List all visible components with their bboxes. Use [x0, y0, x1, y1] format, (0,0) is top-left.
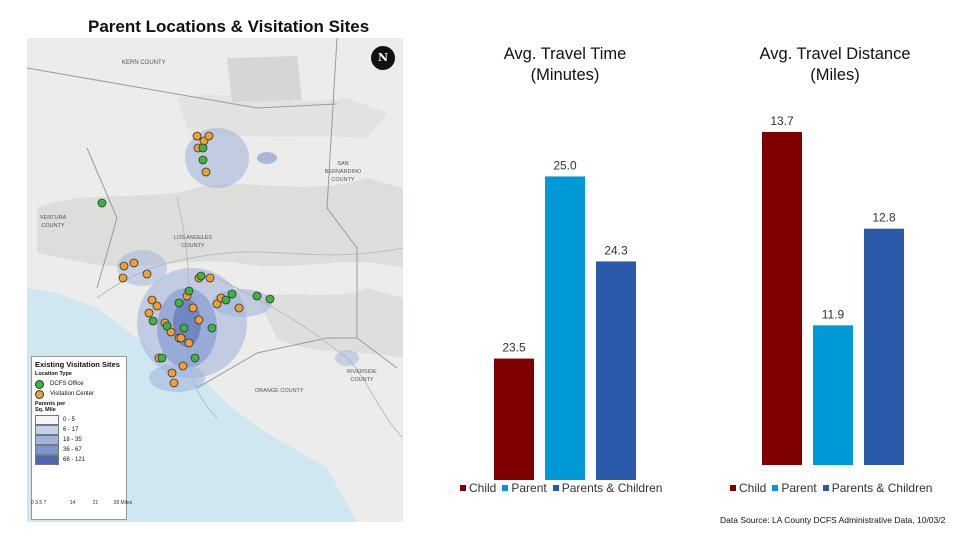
- bar-parent: [813, 325, 853, 465]
- legend-label: Child: [739, 481, 767, 495]
- visitation-center-icon: [35, 389, 44, 399]
- bar-value-label: 11.9: [822, 307, 845, 321]
- legend-range-label: 0 - 5: [63, 417, 76, 423]
- legend-location-type: Location Type: [35, 371, 72, 377]
- legend-range-label: 18 - 35: [63, 437, 82, 443]
- legend-item-child: Child: [460, 481, 496, 495]
- legend-label: Parents & Children: [561, 481, 663, 495]
- map-label-ventura: VENTURA COUNTY: [39, 215, 67, 229]
- map-label-kern: KERN COUNTY: [122, 60, 166, 66]
- legend-item-parent: Parent: [772, 481, 817, 495]
- map-label-san-bernardino: SAN BERNARDINO COUNTY: [324, 161, 362, 183]
- data-source-note: Data Source: LA County DCFS Administrati…: [720, 515, 946, 525]
- north-arrow-icon: N: [371, 46, 395, 70]
- bar-parents-children: [864, 228, 904, 465]
- scale-label: 0: [31, 500, 34, 506]
- scale-label: 7: [43, 500, 47, 506]
- bar-value-label: 12.8: [872, 211, 896, 225]
- chart-svg-travel-distance: 13.7 11.9 12.8: [762, 114, 904, 465]
- legend-range-label: 36 - 67: [63, 447, 82, 453]
- legend-item-child: Child: [730, 481, 766, 495]
- bar-value-label: 13.7: [770, 114, 794, 128]
- legend-range: 36 - 67: [35, 445, 123, 455]
- scale-label: 28: [113, 500, 120, 506]
- chart-title-travel-distance: Avg. Travel Distance (Miles): [759, 45, 911, 84]
- map-title: Parent Locations & Visitation Sites: [88, 17, 370, 36]
- bar-parent: [545, 176, 585, 480]
- chart-title-travel-time: Avg. Travel Time (Minutes): [503, 45, 627, 84]
- chart-legend-travel-time: Child Parent Parents & Children: [460, 481, 668, 495]
- legend-label: Child: [469, 481, 497, 495]
- bar-parents-children: [596, 261, 636, 480]
- legend-dcfs-office: DCFS Office: [35, 379, 123, 389]
- legend-dcfs-label: DCFS Office: [50, 381, 84, 387]
- legend-parents-label: Parents per Sq. Mile: [35, 401, 66, 413]
- legend-item-parent: Parent: [502, 481, 547, 495]
- bar-value-label: 24.3: [604, 243, 628, 257]
- legend-title: Existing Visitation Sites: [35, 360, 120, 369]
- chart-legend-travel-distance: Child Parent Parents & Children: [730, 481, 938, 495]
- bar-value-label: 25.0: [553, 158, 577, 172]
- map-label-orange: ORANGE COUNTY: [255, 388, 304, 394]
- scale-label: 21: [92, 500, 99, 506]
- legend-label: Parent: [781, 481, 817, 495]
- legend-range-label: 68 - 121: [63, 457, 86, 463]
- chart-svg-travel-time: 23.5 25.0 24.3: [494, 158, 636, 480]
- legend-item-parents-children: Parents & Children: [822, 481, 933, 495]
- legend-range: 18 - 35: [35, 435, 123, 445]
- legend-label: Parents & Children: [831, 481, 933, 495]
- visitation-map[interactable]: KERN COUNTY SAN BERNARDINO COUNTY VENTUR…: [27, 38, 403, 522]
- bar-child: [494, 358, 534, 480]
- legend-range-label: 6 - 17: [63, 427, 79, 433]
- legend-range: 6 - 17: [35, 425, 123, 435]
- dcfs-office-icon: [35, 379, 44, 389]
- scale-label: 14: [69, 500, 76, 506]
- map-legend: Existing Visitation Sites Location Type …: [31, 356, 127, 520]
- scale-unit: Miles: [120, 500, 133, 506]
- bar-value-label: 23.5: [502, 341, 526, 355]
- legend-visitation-label: Visitation Center: [50, 391, 94, 397]
- map-scale-bar: 0 3.5 7 14 21 28 Miles: [31, 500, 132, 506]
- scale-label: 3.5: [35, 500, 43, 506]
- legend-range: 68 - 121: [35, 455, 123, 465]
- legend-label: Parent: [511, 481, 547, 495]
- legend-range: 0 - 5: [35, 415, 123, 425]
- map-label-los-angeles: LOS ANGELES COUNTY: [173, 235, 213, 249]
- map-label-riverside: RIVERSIDE COUNTY: [347, 369, 377, 383]
- legend-visitation-center: Visitation Center: [35, 389, 123, 399]
- legend-item-parents-children: Parents & Children: [552, 481, 663, 495]
- bar-child: [762, 132, 802, 465]
- map-base: [27, 38, 403, 522]
